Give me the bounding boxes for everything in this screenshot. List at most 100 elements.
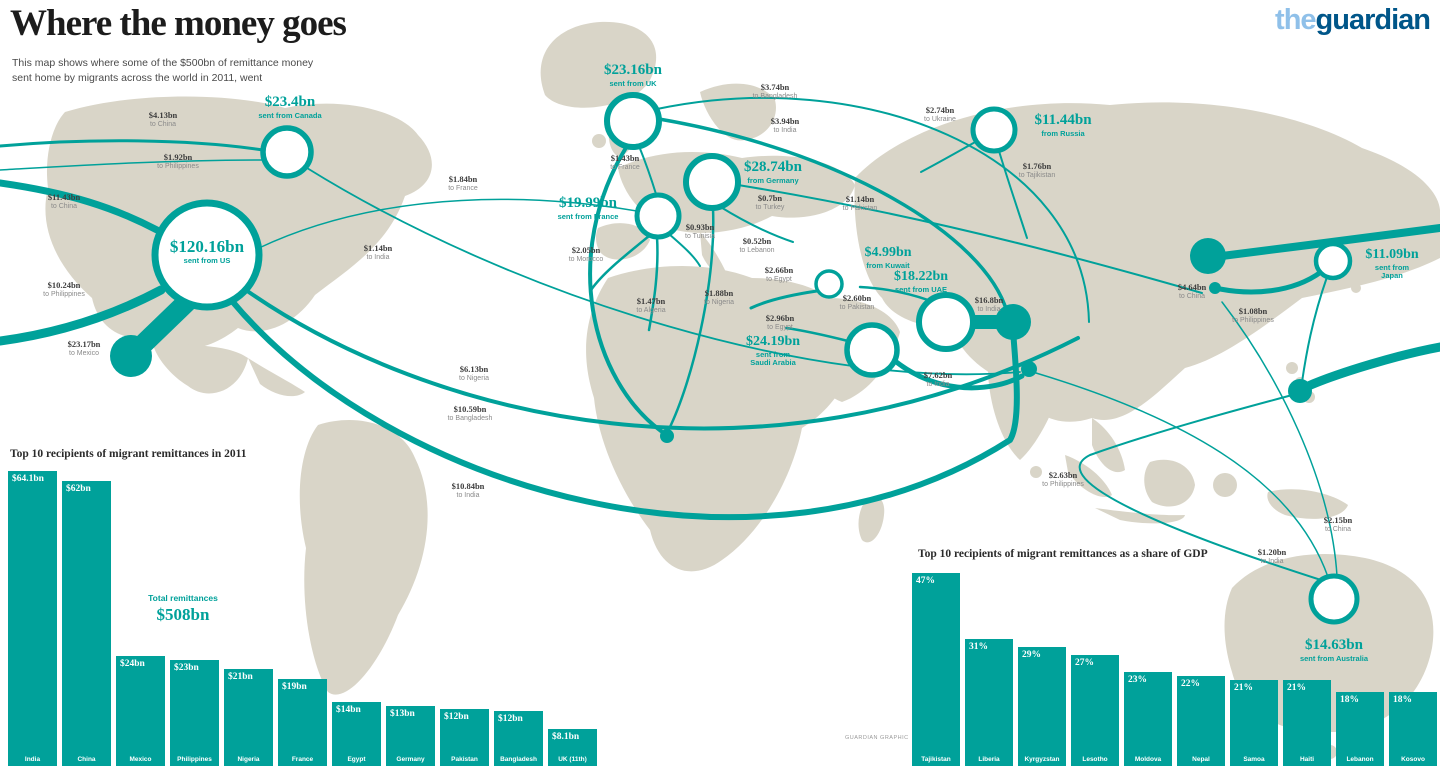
flow-germany-turkey [718, 205, 794, 243]
bar: 18% Lebanon [1336, 692, 1384, 766]
bar-value-label: $64.1bn [12, 474, 44, 484]
destination-dots [110, 238, 1312, 443]
flow-uk-bangladesh [656, 96, 1090, 323]
gdp-share-bar-chart: 47% Tajikistan 31% Liberia 29% Kyrgyzstan 27% L… [912, 573, 1437, 766]
bar-category-label: Kyrgyzstan [1024, 756, 1060, 763]
bar-value-label: $8.1bn [552, 732, 580, 742]
origin-circle [634, 192, 682, 240]
bar: 18% Kosovo [1389, 692, 1437, 766]
origin-circle [970, 106, 1018, 154]
bar: 31% Liberia [965, 639, 1013, 766]
bar-value-label: 18% [1393, 695, 1412, 705]
flow-uk-france [638, 145, 657, 195]
dot-china-japan [1209, 282, 1221, 294]
origin-circle [260, 125, 314, 179]
flow-lines [0, 96, 1440, 582]
flow-saudi-egypt [784, 326, 850, 343]
bar-category-label: China [77, 756, 96, 763]
page-subtitle: This map shows where some of the $500bn … [12, 56, 313, 86]
flow-germany-east [737, 184, 1203, 294]
bar-category-label: India [24, 756, 41, 763]
bar-category-label: Liberia [978, 756, 1000, 763]
bar-category-label: Nepal [1192, 756, 1210, 763]
flow-france-tunisia [668, 233, 701, 267]
flow-us-france [258, 198, 638, 249]
bar: 23% Moldova [1124, 672, 1172, 766]
subtitle-line-1: This map shows where some of the $500bn … [12, 57, 314, 69]
flow-kuwait-egypt [749, 289, 819, 310]
flow-us-philippines [0, 285, 166, 346]
bar: $23bn Philippines [170, 660, 219, 766]
origin-circle [844, 322, 900, 378]
guardian-logo-guardian: guardian [1315, 4, 1431, 36]
bar-category-label: Mexico [129, 756, 152, 763]
flow-us-india [229, 298, 1020, 520]
origin-circle [683, 153, 741, 211]
flow-canada-china [0, 139, 265, 152]
flow-uae-pakistan [858, 285, 930, 302]
bar-value-label: $14bn [336, 705, 361, 715]
flow-wrap-philippines [1301, 342, 1440, 392]
flow-canada-india [306, 167, 1021, 376]
bar: 47% Tajikistan [912, 573, 960, 766]
bar-category-label: Pakistan [451, 756, 478, 763]
bar: 22% Nepal [1177, 676, 1225, 766]
total-remittances-annotation: Total remittances $508bn [118, 593, 248, 625]
dot-philippines [1288, 379, 1312, 403]
bar-category-label: Egypt [347, 756, 366, 763]
flow-japan-china [1217, 269, 1324, 295]
bar-value-label: 23% [1128, 675, 1147, 685]
flow-australia-philippines [1078, 393, 1325, 582]
guardian-logo-the: the [1275, 4, 1316, 36]
total-remittances-label: Total remittances [148, 593, 218, 603]
bar-category-label: France [291, 756, 314, 763]
origin-circle [1308, 573, 1360, 625]
bar-value-label: $21bn [228, 672, 253, 682]
bar: $12bn Bangladesh [494, 711, 543, 766]
flow-us-bangladesh [241, 286, 1080, 431]
origin-circle [151, 199, 263, 311]
continents [45, 21, 1440, 759]
page-title: Where the money goes [10, 3, 347, 44]
bar-value-label: $24bn [120, 659, 145, 669]
flow-uk-india [657, 117, 1009, 314]
flow-france-morocco [589, 234, 651, 292]
bar-category-label: Lebanon [1346, 756, 1374, 763]
flow-germany-nigeria [667, 206, 715, 431]
bar-value-label: $62bn [66, 484, 91, 494]
bar-value-label: 29% [1022, 650, 1041, 660]
bar-category-label: Lesotho [1082, 756, 1108, 763]
subtitle-line-2: sent home by migrants across the world i… [12, 72, 263, 84]
bar: $14bn Egypt [332, 702, 381, 766]
dot-india [995, 304, 1031, 340]
bar-category-label: Haiti [1299, 756, 1315, 763]
total-remittances-value: $508bn [156, 604, 210, 624]
dot-nigeria [660, 429, 674, 443]
right-chart-title: Top 10 recipients of migrant remittances… [918, 548, 1208, 560]
origin-circle [814, 269, 844, 299]
bar-value-label: 21% [1234, 683, 1253, 693]
bar-value-label: 18% [1340, 695, 1359, 705]
bar: $13bn Germany [386, 706, 435, 766]
bar-category-label: Samoa [1243, 756, 1265, 763]
guardian-logo: theguardian [1275, 4, 1431, 37]
bar-value-label: $19bn [282, 682, 307, 692]
bar-value-label: 27% [1075, 658, 1094, 668]
bar-value-label: $12bn [444, 712, 469, 722]
flow-russia-ukraine [920, 140, 978, 173]
bar: $21bn Nigeria [224, 669, 273, 766]
origin-circle [916, 292, 976, 352]
credit-line: GUARDIAN GRAPHIC [845, 735, 909, 741]
bar: $62bn China [62, 481, 111, 766]
bar-value-label: $13bn [390, 709, 415, 719]
bar-value-label: 21% [1287, 683, 1306, 693]
bar-value-label: 47% [916, 576, 935, 586]
bar-value-label: 22% [1181, 679, 1200, 689]
bar-value-label: $12bn [498, 714, 523, 724]
remittances-bar-chart: $64.1bn India $62bn China $24bn Mexico $23bn Ph… [8, 471, 597, 766]
dot-china [1190, 238, 1226, 274]
flow-france-algeria [647, 235, 659, 332]
flow-canada-philippines [0, 159, 267, 171]
